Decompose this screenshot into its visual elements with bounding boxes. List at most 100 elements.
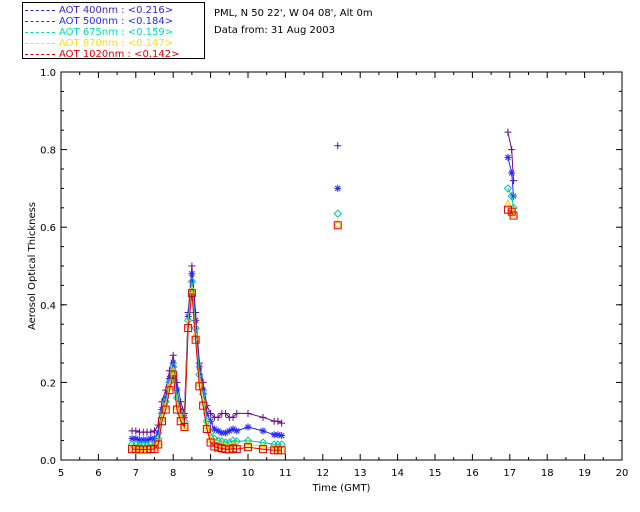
data-point-plus bbox=[334, 142, 342, 150]
data-point-asterisk bbox=[233, 427, 241, 435]
data-point-asterisk bbox=[270, 431, 278, 439]
data-point-square bbox=[195, 382, 204, 391]
legend-label-500: AOT 500nm : <0.184> bbox=[59, 16, 174, 27]
y-axis-label: Aerosol Optical Thickness bbox=[27, 202, 38, 330]
data-point-plus bbox=[233, 409, 241, 417]
series-line bbox=[132, 289, 282, 449]
legend-item-675: AOT 675nm : <0.159> bbox=[25, 27, 173, 38]
legend-label-675: AOT 675nm : <0.159> bbox=[59, 27, 174, 38]
location-text: PML, N 50 22', W 04 08', Alt 0m bbox=[214, 8, 373, 19]
x-tick-label: 10 bbox=[242, 468, 255, 479]
y-tick-label: 0.4 bbox=[40, 301, 56, 312]
data-point-asterisk bbox=[259, 427, 267, 435]
data-point-square bbox=[154, 440, 163, 449]
series-aot-400nm bbox=[128, 128, 518, 436]
data-point-plus bbox=[132, 427, 140, 435]
y-tick-label: 0.2 bbox=[40, 378, 56, 389]
legend: AOT 400nm : <0.216> AOT 500nm : <0.184> … bbox=[22, 2, 205, 60]
legend-item-870: AOT 870nm : <0.147> bbox=[25, 38, 173, 49]
data-point-plus bbox=[278, 419, 286, 427]
x-tick-label: 18 bbox=[541, 468, 554, 479]
data-point-square bbox=[172, 405, 181, 414]
data-point-asterisk bbox=[274, 431, 282, 439]
data-point-square bbox=[199, 401, 208, 410]
date-text: Data from: 31 Aug 2003 bbox=[214, 25, 335, 36]
data-point-triangle bbox=[243, 439, 253, 449]
data-point-asterisk bbox=[229, 425, 237, 433]
series-line bbox=[132, 281, 282, 446]
data-point-asterisk bbox=[504, 153, 512, 161]
data-point-square bbox=[258, 445, 267, 454]
series-aot-870nm bbox=[127, 199, 518, 453]
data-point-asterisk bbox=[225, 427, 233, 435]
data-point-triangle bbox=[333, 218, 343, 228]
x-tick-label: 19 bbox=[578, 468, 591, 479]
x-tick-label: 16 bbox=[466, 468, 479, 479]
y-tick-label: 0.8 bbox=[40, 146, 56, 157]
data-point-asterisk bbox=[244, 423, 252, 431]
legend-swatch-1020 bbox=[25, 54, 55, 55]
data-point-asterisk bbox=[128, 435, 136, 443]
data-point-plus bbox=[222, 409, 230, 417]
axes: 5 6 7 8 9 10 11 12 13 14 15 16 17 18 19 20 0.0 0.2 0.4 0.6 0… bbox=[27, 68, 628, 494]
data-point-asterisk bbox=[173, 386, 181, 394]
data-point-triangle bbox=[258, 441, 268, 451]
y-tick-label: 0.0 bbox=[40, 456, 56, 467]
data-point-plus bbox=[274, 417, 282, 425]
data-point-asterisk bbox=[508, 169, 516, 177]
y-tick-label: 1.0 bbox=[40, 68, 56, 79]
x-tick-label: 13 bbox=[354, 468, 367, 479]
data-point-square bbox=[277, 446, 286, 455]
data-point-asterisk bbox=[136, 436, 144, 444]
data-point-plus bbox=[214, 413, 222, 421]
data-point-asterisk bbox=[188, 270, 196, 278]
data-point-asterisk bbox=[203, 409, 211, 417]
series-aot-1020nm bbox=[128, 205, 518, 455]
data-point-asterisk bbox=[154, 429, 162, 437]
data-point-square bbox=[180, 423, 189, 432]
legend-swatch-675 bbox=[25, 32, 55, 33]
data-point-plus bbox=[244, 409, 252, 417]
legend-item-500: AOT 500nm : <0.184> bbox=[25, 16, 173, 27]
data-point-plus bbox=[259, 413, 267, 421]
data-point-plus bbox=[508, 146, 516, 154]
data-point-square bbox=[244, 443, 252, 452]
data-point-asterisk bbox=[510, 192, 518, 200]
x-tick-label: 9 bbox=[207, 468, 213, 479]
x-tick-label: 8 bbox=[170, 468, 176, 479]
x-tick-label: 5 bbox=[58, 468, 64, 479]
data-point-square bbox=[184, 324, 193, 333]
data-point-plus bbox=[510, 177, 518, 185]
legend-swatch-500 bbox=[25, 21, 55, 22]
data-point-asterisk bbox=[210, 425, 218, 433]
legend-label-1020: AOT 1020nm : <0.142> bbox=[59, 49, 180, 60]
data-point-plus bbox=[229, 413, 237, 421]
x-tick-label: 20 bbox=[616, 468, 629, 479]
data-point-square bbox=[509, 211, 518, 220]
data-point-plus bbox=[169, 351, 177, 359]
x-tick-label: 7 bbox=[133, 468, 139, 479]
legend-item-400: AOT 400nm : <0.216> bbox=[25, 5, 173, 16]
data-point-plus bbox=[147, 428, 155, 436]
data-point-asterisk bbox=[218, 429, 226, 437]
data-point-diamond bbox=[507, 191, 516, 201]
data-point-square bbox=[157, 417, 166, 426]
x-tick-label: 14 bbox=[391, 468, 404, 479]
x-tick-label: 6 bbox=[95, 468, 101, 479]
series-line bbox=[132, 293, 282, 451]
data-point-plus bbox=[188, 262, 196, 270]
data-point-diamond bbox=[503, 184, 513, 193]
data-point-asterisk bbox=[132, 435, 140, 443]
legend-swatch-870 bbox=[25, 43, 55, 44]
data-point-asterisk bbox=[143, 436, 151, 444]
x-tick-label: 11 bbox=[279, 468, 292, 479]
data-point-square bbox=[187, 289, 196, 298]
data-point-square bbox=[169, 370, 178, 379]
legend-label-400: AOT 400nm : <0.216> bbox=[59, 5, 174, 16]
data-point-asterisk bbox=[195, 363, 203, 371]
x-tick-label: 12 bbox=[316, 468, 329, 479]
data-point-asterisk bbox=[222, 429, 230, 437]
data-point-asterisk bbox=[139, 436, 147, 444]
data-point-asterisk bbox=[278, 432, 286, 440]
